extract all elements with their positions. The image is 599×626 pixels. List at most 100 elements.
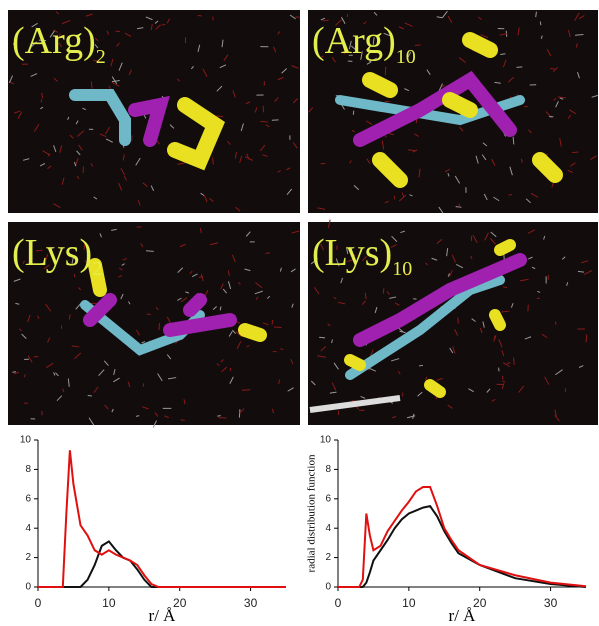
water — [458, 203, 461, 208]
water — [418, 364, 424, 367]
water — [136, 329, 140, 336]
water — [366, 61, 372, 65]
water — [18, 328, 23, 332]
water — [577, 270, 585, 273]
water — [475, 155, 479, 164]
water — [273, 326, 282, 329]
water — [118, 182, 123, 191]
water — [561, 256, 566, 260]
water — [87, 394, 92, 397]
water — [391, 358, 400, 362]
snapshots: (Arg)2 (Arg)10 (Lys)2 (Lys)10 — [8, 10, 598, 428]
water — [142, 182, 148, 187]
water — [104, 404, 109, 410]
x-tick-label: 0 — [335, 596, 342, 610]
water — [216, 115, 224, 118]
water — [221, 39, 224, 48]
water — [327, 219, 331, 228]
water — [399, 330, 406, 334]
water — [347, 258, 356, 263]
water — [455, 263, 464, 269]
water — [417, 391, 423, 397]
water — [277, 76, 284, 81]
water — [287, 387, 294, 392]
water — [239, 155, 243, 164]
water — [574, 12, 580, 21]
water — [569, 162, 576, 167]
water — [335, 258, 340, 267]
water — [37, 315, 40, 319]
water — [390, 244, 397, 248]
water — [322, 19, 329, 22]
water — [255, 296, 259, 301]
water — [567, 29, 571, 37]
water — [128, 301, 131, 305]
water — [76, 175, 80, 180]
water — [82, 107, 87, 111]
water — [127, 381, 131, 388]
water — [262, 105, 265, 113]
water — [317, 207, 326, 210]
water — [105, 138, 113, 143]
water — [528, 129, 532, 134]
water — [212, 157, 214, 165]
water — [436, 16, 443, 19]
water — [292, 97, 299, 104]
water — [121, 263, 125, 266]
water — [53, 203, 61, 209]
water — [88, 417, 95, 426]
series-line — [338, 486, 587, 588]
water — [12, 39, 17, 45]
water — [313, 287, 320, 295]
water — [137, 200, 141, 206]
water — [360, 51, 363, 60]
water — [98, 369, 105, 377]
x-axis-label: r/ Å — [449, 606, 477, 625]
water — [517, 27, 520, 36]
water — [176, 78, 181, 82]
water — [333, 296, 337, 300]
water — [444, 168, 451, 173]
water — [259, 144, 266, 152]
water — [90, 81, 93, 89]
water — [333, 362, 339, 370]
y-tick-label: 4 — [25, 523, 31, 534]
water — [169, 124, 175, 129]
water — [449, 347, 454, 354]
water — [361, 300, 366, 306]
water — [14, 110, 21, 114]
water — [351, 129, 355, 133]
water — [27, 314, 31, 323]
snapshot-bg — [8, 222, 300, 425]
water — [266, 295, 271, 299]
water — [543, 235, 546, 240]
water — [110, 58, 114, 67]
water — [68, 314, 71, 320]
water — [470, 255, 473, 260]
water — [200, 273, 204, 282]
y-tick-label: 6 — [325, 493, 331, 504]
y-tick-label: 4 — [325, 523, 331, 534]
water — [152, 420, 158, 428]
water — [8, 75, 13, 84]
water — [583, 270, 593, 276]
water — [286, 167, 291, 171]
water — [502, 286, 507, 289]
water — [53, 77, 58, 82]
water — [471, 318, 476, 322]
water — [67, 116, 70, 120]
water — [229, 376, 234, 384]
water — [210, 242, 219, 246]
water — [239, 408, 245, 414]
water — [154, 412, 159, 417]
water — [118, 275, 123, 278]
water — [75, 120, 79, 125]
water — [527, 229, 536, 234]
water — [499, 33, 508, 36]
water — [335, 19, 343, 26]
water — [47, 337, 51, 343]
water — [85, 13, 93, 17]
water — [510, 302, 514, 308]
water — [491, 398, 496, 402]
